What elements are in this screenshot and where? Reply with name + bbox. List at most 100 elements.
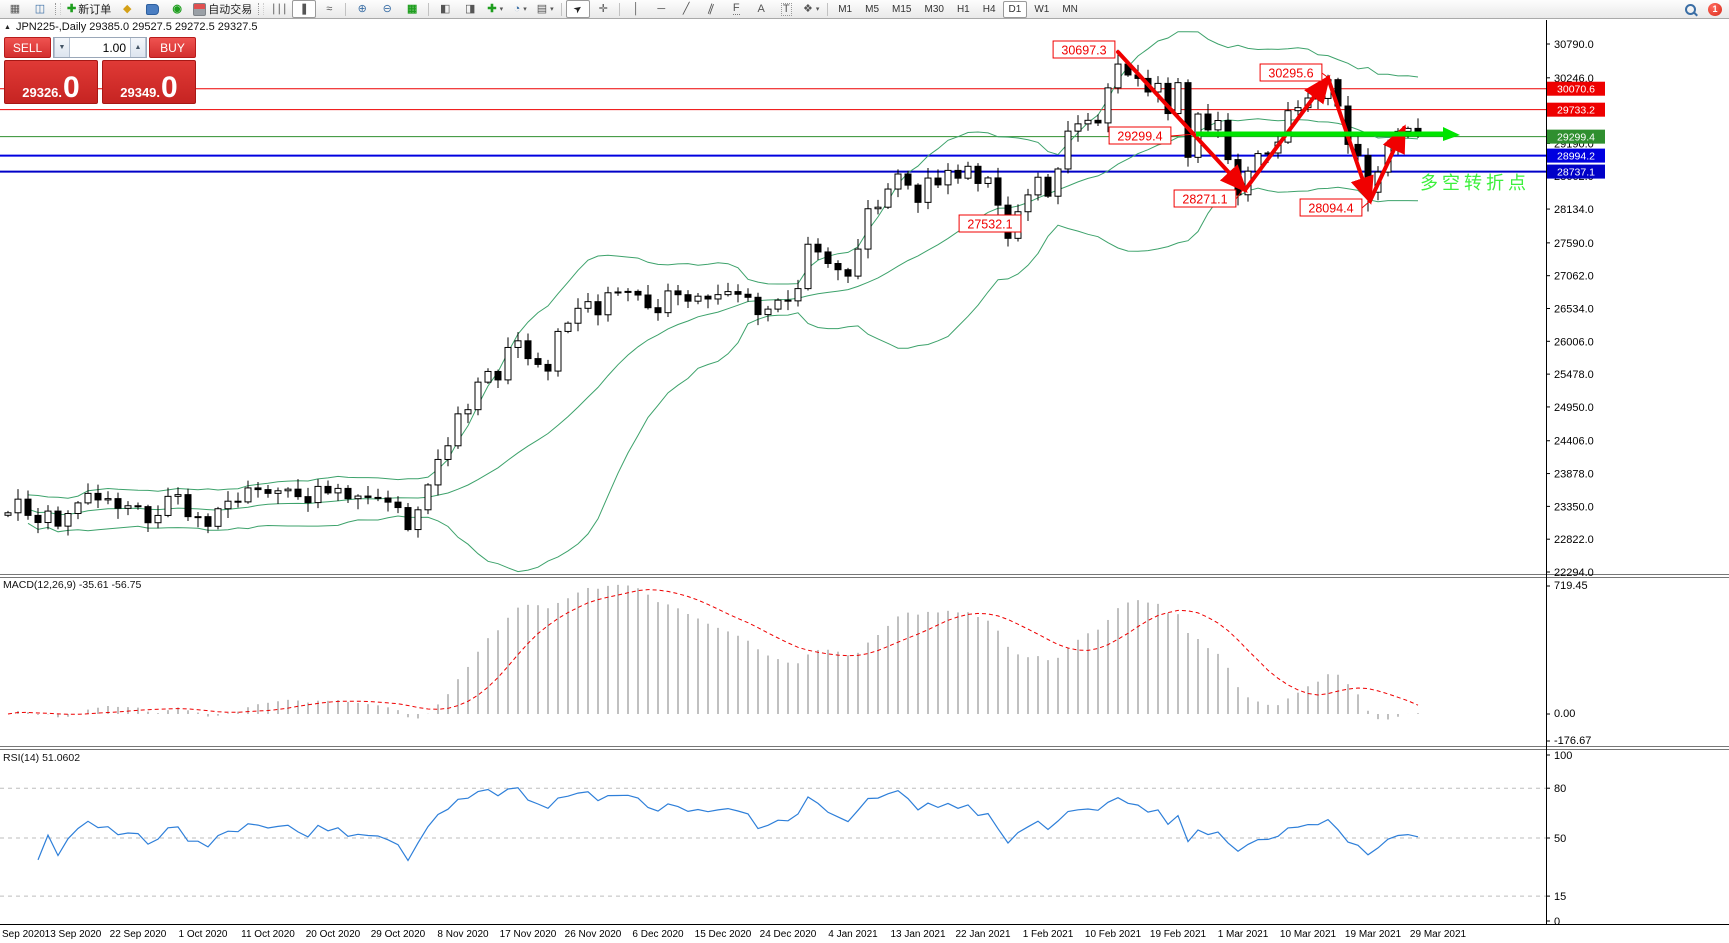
autotrade-button[interactable]: 自动交易 [190, 0, 255, 18]
annotation-label-box [1259, 63, 1323, 82]
price-level-badge [1547, 148, 1605, 163]
candle-body [894, 173, 902, 190]
candle-body [344, 487, 352, 500]
annotation-label-box [1299, 198, 1363, 217]
candle-body [374, 496, 382, 499]
price-level-badge [1547, 129, 1605, 144]
tf-button-W1[interactable]: W1 [1034, 3, 1050, 15]
search-button[interactable] [1678, 0, 1702, 18]
tf-button-M1[interactable]: M1 [838, 3, 853, 15]
candle-body [984, 177, 992, 184]
text-button[interactable]: A [749, 0, 773, 18]
vertical-line-button[interactable]: │ [624, 0, 648, 18]
candle-body [1024, 194, 1032, 213]
periods-button[interactable]: ◔ ▾ [508, 0, 532, 18]
candle-body [474, 381, 482, 411]
volume-down-button[interactable]: ▼ [54, 38, 70, 57]
rsi-axis-label: 100 [1554, 750, 1572, 762]
zoom-out-button[interactable]: ⊖ [375, 0, 399, 18]
y-axis-label: 26534.0 [1554, 303, 1594, 315]
candle-body [964, 165, 972, 179]
profiles-button[interactable]: ◫ [28, 0, 52, 18]
rsi-axis-label: 0 [1554, 916, 1560, 928]
shapes-button[interactable]: ❖ ▾ [799, 0, 823, 18]
annotation-leader-line [1235, 186, 1246, 200]
bar-chart-button[interactable]: ∣∣∣ [267, 0, 291, 18]
tile-windows-button[interactable]: ▦ [400, 0, 424, 18]
toolbar-grip [55, 3, 61, 15]
notification-badge[interactable]: 1 [1708, 2, 1722, 16]
cursor-button[interactable]: ➤ [566, 0, 591, 18]
candle-body [194, 516, 202, 519]
tf-button-H4[interactable]: H4 [982, 3, 996, 15]
line-chart-button[interactable]: ≈ [317, 0, 341, 18]
candle-body [144, 506, 152, 524]
mailbox-button[interactable] [140, 0, 164, 18]
bollinger-lower-band [27, 186, 1419, 573]
tf-button-M5[interactable]: M5 [865, 3, 880, 15]
candle-body [1174, 82, 1182, 115]
date-label: 19 Mar 2021 [1345, 929, 1402, 940]
annotation-label-box [1108, 126, 1172, 145]
candlestick-button[interactable]: ❚ [292, 0, 317, 18]
candle-body [64, 513, 72, 527]
macd-axis-label: -176.67 [1554, 735, 1591, 747]
sell-button[interactable]: SELL [4, 37, 51, 58]
tf-button-D1[interactable]: D1 [1002, 0, 1028, 18]
bollinger-upper-band [27, 31, 1419, 499]
arrange-b-button[interactable]: ◨ [458, 0, 482, 18]
trendline-button[interactable]: ╱ [674, 0, 698, 18]
tf-button-H1[interactable]: H1 [956, 3, 970, 15]
y-axis-label: 27062.0 [1554, 271, 1594, 283]
tf-button-M30[interactable]: M30 [924, 3, 944, 15]
toolbar-separator [345, 2, 347, 16]
candle-body [254, 487, 262, 491]
horizontal-line-button[interactable]: ─ [649, 0, 673, 18]
candle-body [494, 370, 502, 381]
candle-body [794, 288, 802, 302]
volume-up-button[interactable]: ▲ [130, 38, 146, 57]
fibonacci-icon: F [732, 2, 740, 15]
candle-body [604, 292, 612, 316]
crosshair-button[interactable]: ✛ [591, 0, 615, 18]
text-label-button[interactable]: T [774, 0, 798, 18]
templates-button[interactable]: ▤ ▾ [533, 0, 557, 18]
fibonacci-button[interactable]: F [724, 0, 748, 18]
candle-body [1034, 176, 1042, 196]
candle-body [544, 363, 552, 372]
indicators-button[interactable]: ✚ ▾ [483, 0, 507, 18]
new-chart-icon: ▦ [9, 2, 21, 15]
sell-price-box[interactable]: 29326. 0 [4, 60, 98, 104]
arrange-a-button[interactable]: ◧ [433, 0, 457, 18]
date-label: 17 Nov 2020 [500, 929, 557, 940]
clock-icon: ◔ [513, 2, 521, 15]
alert-horn-button[interactable]: ◆ [115, 0, 139, 18]
candle-body [184, 494, 192, 518]
candle-body [284, 488, 292, 492]
new-chart-button[interactable]: ▦ [3, 0, 27, 18]
channel-button[interactable]: ∥ [699, 0, 723, 18]
horn-icon: ◆ [122, 2, 132, 15]
candle-body [724, 291, 732, 296]
chevron-down-icon: ▾ [550, 6, 554, 13]
timeframe-group: M1 M5 M15 M30 H1 H4 D1 W1 MN [832, 0, 1084, 18]
annotation-label-text: 28094.4 [1308, 202, 1353, 216]
toolbar-separator [619, 2, 621, 16]
zoom-in-button[interactable]: ⊕ [350, 0, 374, 18]
chart-title: ▲ JPN225-,Daily 29385.0 29527.5 29272.5 … [4, 21, 258, 33]
buy-price-box[interactable]: 29349. 0 [102, 60, 196, 104]
candle-body [264, 489, 272, 494]
tf-button-M15[interactable]: M15 [892, 3, 912, 15]
price-level-badge-label: 29299.4 [1557, 132, 1595, 144]
new-order-button[interactable]: ✚ 新订单 [64, 0, 114, 18]
indicators-icon: ✚ [487, 2, 497, 15]
candle-body [384, 497, 392, 503]
volume-input[interactable]: 1.00 [102, 40, 126, 55]
buy-button[interactable]: BUY [149, 37, 196, 58]
tf-button-MN[interactable]: MN [1062, 3, 1078, 15]
date-label: 19 Feb 2021 [1150, 929, 1207, 940]
candle-body [154, 514, 162, 524]
signal-button[interactable]: ◉ [165, 0, 189, 18]
date-label: 29 Mar 2021 [1410, 929, 1467, 940]
